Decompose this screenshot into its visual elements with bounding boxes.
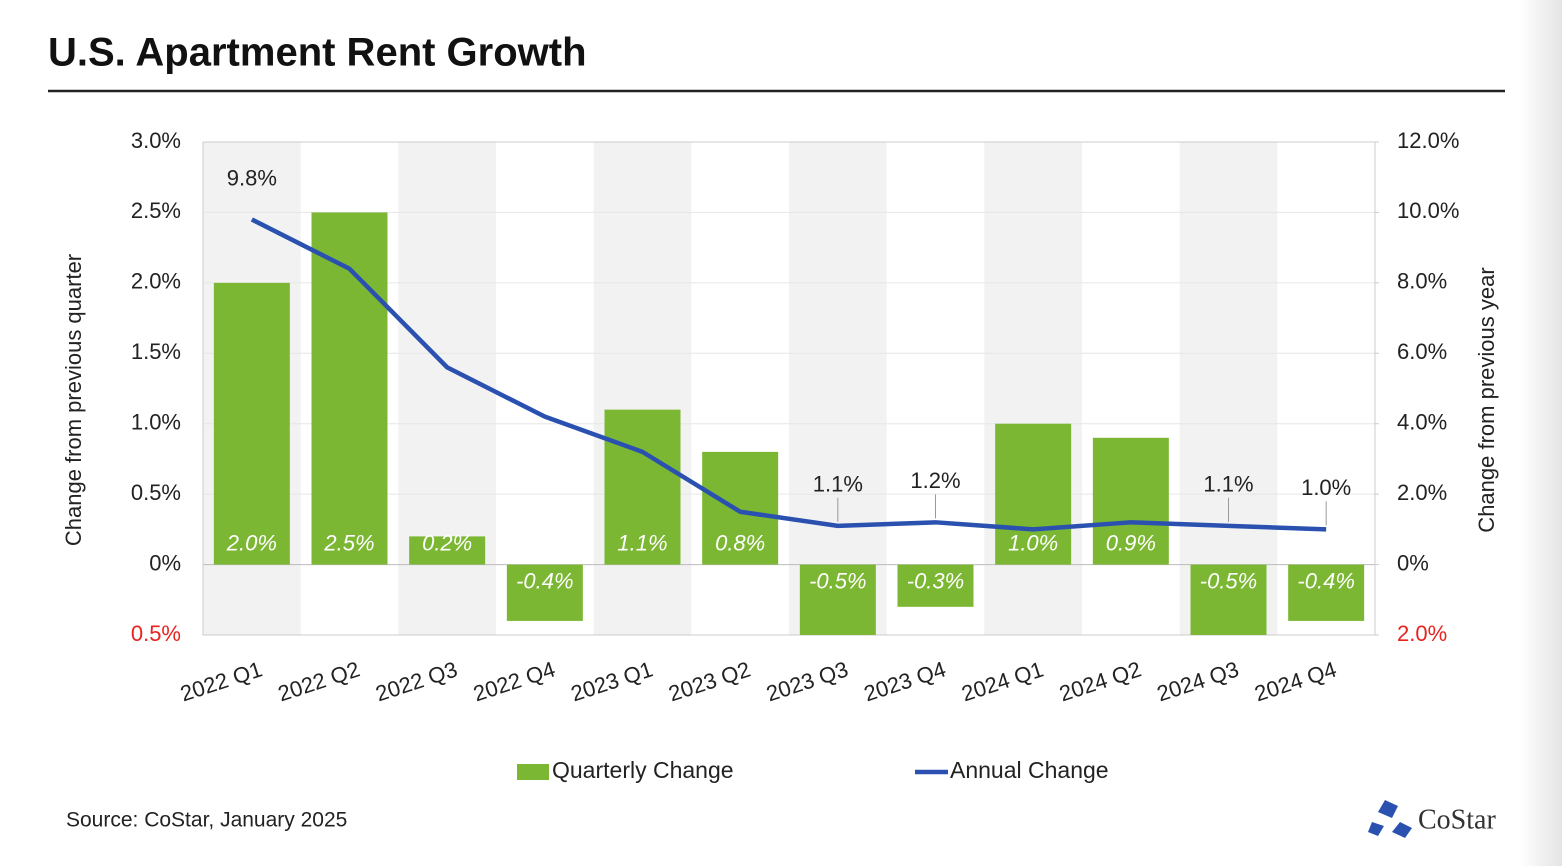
bar-value-label: -0.4% [1297, 568, 1354, 593]
x-tick-label: 2023 Q1 [568, 657, 656, 707]
y2-tick-label: 2.0% [1397, 480, 1447, 505]
x-tick-label: 2022 Q2 [275, 657, 363, 707]
bar-value-label: 0.2% [422, 530, 472, 555]
edge-shade [1520, 0, 1562, 866]
x-tick-label: 2022 Q1 [177, 657, 265, 707]
legend-label: Quarterly Change [552, 757, 734, 783]
band [789, 142, 887, 635]
x-tick-label: 2024 Q4 [1252, 657, 1340, 707]
bar-value-label: 1.0% [1008, 530, 1058, 555]
line [250, 217, 1327, 532]
y2-tick-label: 4.0% [1397, 410, 1447, 435]
band [1179, 142, 1278, 635]
line-value-label: 1.1% [1203, 472, 1253, 497]
x-tick-label: 2022 Q4 [470, 657, 558, 707]
bar [897, 564, 974, 607]
bar [311, 212, 388, 565]
bar-value-label: 1.1% [617, 530, 667, 555]
legend-swatch [517, 764, 549, 780]
bar [799, 564, 876, 635]
logo: CoStar [1418, 804, 1496, 835]
y-tick-label: 1.5% [131, 339, 181, 364]
bar-value-label: 2.0% [226, 530, 277, 555]
y-tick-label: 1.0% [131, 410, 181, 435]
y2-tick-label: 6.0% [1397, 339, 1447, 364]
bar [213, 282, 290, 565]
y-tick-label: 2.0% [131, 269, 181, 294]
bar [995, 423, 1072, 565]
y-tick-label: 0.5% [131, 480, 181, 505]
y2-tick-label: 12.0% [1397, 128, 1459, 153]
y-tick-label: 2.5% [131, 198, 181, 223]
bar [702, 451, 779, 565]
x-tick-label: 2023 Q2 [666, 657, 754, 707]
bar-value-label: -0.4% [516, 568, 573, 593]
y2-tick-label: 8.0% [1397, 269, 1447, 294]
line-value-label: 1.2% [910, 468, 960, 493]
bar [1092, 437, 1169, 565]
x-tick-label: 2024 Q2 [1056, 657, 1144, 707]
bar-value-label: -0.3% [907, 568, 964, 593]
bar [604, 409, 681, 565]
source: Source: CoStar, January 2025 [66, 809, 347, 832]
line-value-label: 1.1% [813, 472, 863, 497]
y2-tick-label: 0% [1397, 550, 1429, 575]
y-axis-label: Change from previous quarter [61, 254, 86, 546]
x-tick-label: 2023 Q4 [861, 657, 949, 707]
x-tick-label: 2024 Q1 [959, 657, 1047, 707]
bar-value-label: 0.8% [715, 530, 765, 555]
bar-value-label: 0.9% [1106, 530, 1156, 555]
y-tick-label: 3.0% [131, 128, 181, 153]
y-tick-label: 0% [149, 550, 181, 575]
line-value-label: 1.0% [1301, 475, 1351, 500]
plot-frame [202, 141, 1376, 636]
bar-value-label: 2.5% [323, 530, 374, 555]
x-tick-label: 2023 Q3 [763, 657, 851, 707]
x-tick-label: 2024 Q3 [1154, 657, 1242, 707]
bar [409, 536, 486, 565]
y-tick-label: 0.5% [131, 621, 181, 646]
x-tick-label: 2022 Q3 [373, 657, 461, 707]
line-value-label: 9.8% [227, 165, 277, 190]
bar [1190, 564, 1267, 635]
bar [506, 564, 583, 621]
bar-value-label: -0.5% [809, 568, 866, 593]
bar-value-label: -0.5% [1200, 568, 1257, 593]
logo-icon [1368, 800, 1412, 838]
chart-title: U.S. Apartment Rent Growth [48, 31, 587, 75]
plot: 0.5% 0% 0.5% 1.0% 1.5% 2.0% 2.5% 3.0% 2.0% 0% 2.0%… [131, 128, 1460, 707]
y2-tick-label: 10.0% [1397, 198, 1459, 223]
bar [1288, 564, 1365, 621]
y2-tick-label: 2.0% [1397, 621, 1447, 646]
y2-axis-label: Change from previous year [1474, 267, 1499, 532]
legend-label: Annual Change [950, 757, 1109, 783]
